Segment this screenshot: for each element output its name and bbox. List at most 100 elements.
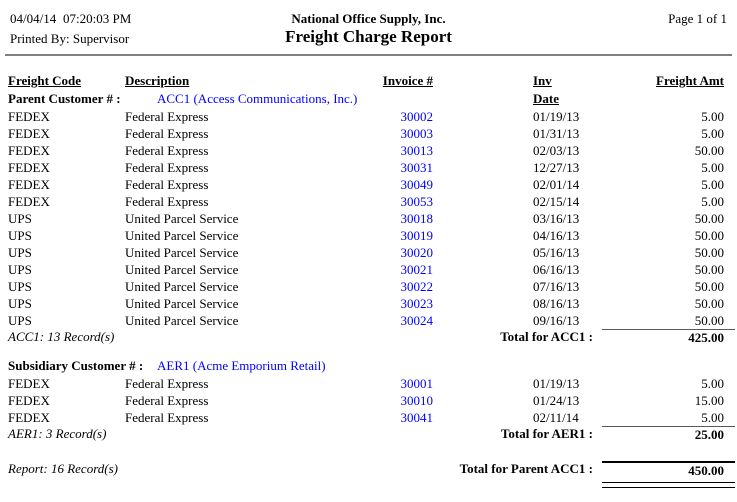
- invoice-link[interactable]: 30031: [400, 160, 434, 175]
- invoice-link[interactable]: 30020: [400, 245, 434, 260]
- invoice-link[interactable]: 30001: [400, 376, 434, 391]
- cell-description: United Parcel Service: [125, 313, 239, 328]
- table-row: FEDEX Federal Express 30013 02/03/13 50.…: [0, 142, 737, 159]
- table-row: FEDEX Federal Express 30010 01/24/13 15.…: [0, 392, 737, 409]
- column-header-description: Description: [125, 73, 190, 88]
- column-header-invoice: Invoice #: [382, 73, 433, 88]
- cell-inv-date: 01/31/13: [533, 126, 580, 141]
- cell-freight-code: FEDEX: [8, 109, 50, 124]
- cell-inv-date: 01/19/13: [533, 376, 580, 391]
- cell-description: United Parcel Service: [125, 211, 239, 226]
- cell-description: Federal Express: [125, 143, 209, 158]
- table-row: UPS United Parcel Service 30020 05/16/13…: [0, 244, 737, 261]
- cell-freight-amt: 5.00: [701, 194, 724, 209]
- cell-freight-code: UPS: [8, 262, 32, 277]
- cell-freight-amt: 50.00: [694, 296, 724, 311]
- group-total-label: Total for ACC1 :: [500, 329, 593, 344]
- customer-group: Subsidiary Customer # : AER1 (Acme Empor…: [0, 357, 737, 443]
- invoice-link[interactable]: 30018: [400, 211, 434, 226]
- cell-freight-code: FEDEX: [8, 376, 50, 391]
- invoice-link[interactable]: 30013: [400, 143, 434, 158]
- invoice-link[interactable]: 30023: [400, 296, 434, 311]
- invoice-link[interactable]: 30002: [400, 109, 434, 124]
- table-row: UPS United Parcel Service 30018 03/16/13…: [0, 210, 737, 227]
- group-rows: FEDEX Federal Express 30001 01/19/13 5.0…: [0, 375, 737, 426]
- cell-description: Federal Express: [125, 160, 209, 175]
- cell-freight-code: FEDEX: [8, 410, 50, 425]
- cell-freight-code: FEDEX: [8, 143, 50, 158]
- cell-description: United Parcel Service: [125, 279, 239, 294]
- header-rule: [5, 54, 732, 56]
- cell-freight-code: UPS: [8, 313, 32, 328]
- report-date: 04/04/14: [10, 11, 57, 26]
- table-row: FEDEX Federal Express 30053 02/15/14 5.0…: [0, 193, 737, 210]
- cell-description: United Parcel Service: [125, 245, 239, 260]
- cell-inv-date: 05/16/13: [533, 245, 580, 260]
- invoice-link[interactable]: 30010: [400, 393, 434, 408]
- table-row: FEDEX Federal Express 30001 01/19/13 5.0…: [0, 375, 737, 392]
- cell-inv-date: 02/03/13: [533, 143, 580, 158]
- cell-freight-code: FEDEX: [8, 393, 50, 408]
- cell-freight-amt: 5.00: [701, 126, 724, 141]
- customer-group: Parent Customer # : ACC1 (Access Communi…: [0, 90, 737, 346]
- cell-inv-date: 04/16/13: [533, 228, 580, 243]
- cell-description: United Parcel Service: [125, 296, 239, 311]
- invoice-link[interactable]: 30003: [400, 126, 434, 141]
- page-number: Page 1 of 1: [668, 11, 727, 26]
- group-total-row: AER1: 3 Record(s) Total for AER1 : 25.00: [0, 426, 737, 443]
- cell-freight-code: UPS: [8, 296, 32, 311]
- invoice-link[interactable]: 30021: [400, 262, 434, 277]
- cell-inv-date: 03/16/13: [533, 211, 580, 226]
- cell-freight-amt: 5.00: [701, 109, 724, 124]
- cell-freight-code: UPS: [8, 211, 32, 226]
- invoice-link[interactable]: 30019: [400, 228, 434, 243]
- report-record-count: Report: 16 Record(s): [8, 461, 118, 476]
- cell-freight-amt: 5.00: [701, 410, 724, 425]
- table-row: UPS United Parcel Service 30023 08/16/13…: [0, 295, 737, 312]
- cell-freight-code: UPS: [8, 279, 32, 294]
- report-footer: Report: 16 Record(s) Total for Parent AC…: [0, 461, 737, 491]
- customer-link[interactable]: ACC1 (Access Communications, Inc.): [157, 91, 358, 106]
- group-total-amount: 425.00: [602, 329, 735, 346]
- cell-freight-code: FEDEX: [8, 160, 50, 175]
- cell-freight-amt: 50.00: [694, 228, 724, 243]
- cell-description: United Parcel Service: [125, 228, 239, 243]
- table-row: FEDEX Federal Express 30031 12/27/13 5.0…: [0, 159, 737, 176]
- table-row: FEDEX Federal Express 30041 02/11/14 5.0…: [0, 409, 737, 426]
- report-body: Parent Customer # : ACC1 (Access Communi…: [0, 90, 737, 443]
- column-header-inv-date: Inv Date: [533, 73, 559, 106]
- cell-inv-date: 08/16/13: [533, 296, 580, 311]
- column-header-row: Freight Code Description Invoice # Inv D…: [0, 72, 737, 106]
- invoice-link[interactable]: 30041: [400, 410, 434, 425]
- cell-freight-code: FEDEX: [8, 194, 50, 209]
- invoice-link[interactable]: 30022: [400, 279, 434, 294]
- cell-freight-amt: 5.00: [701, 376, 724, 391]
- invoice-link[interactable]: 30049: [400, 177, 434, 192]
- customer-group-header: Subsidiary Customer # : AER1 (Acme Empor…: [0, 357, 737, 375]
- cell-description: United Parcel Service: [125, 262, 239, 277]
- cell-inv-date: 01/24/13: [533, 393, 580, 408]
- cell-inv-date: 02/01/14: [533, 177, 580, 192]
- cell-freight-amt: 50.00: [694, 143, 724, 158]
- customer-link[interactable]: AER1 (Acme Emporium Retail): [157, 358, 326, 373]
- report-title: Freight Charge Report: [285, 27, 452, 46]
- invoice-link[interactable]: 30053: [400, 194, 434, 209]
- column-header-freight-amt: Freight Amt: [656, 73, 724, 88]
- invoice-link[interactable]: 30024: [400, 313, 434, 328]
- cell-freight-amt: 5.00: [701, 160, 724, 175]
- cell-freight-code: UPS: [8, 245, 32, 260]
- cell-description: Federal Express: [125, 177, 209, 192]
- cell-freight-code: FEDEX: [8, 126, 50, 141]
- table-row: UPS United Parcel Service 30022 07/16/13…: [0, 278, 737, 295]
- cell-inv-date: 02/15/14: [533, 194, 580, 209]
- cell-inv-date: 01/19/13: [533, 109, 580, 124]
- table-row: UPS United Parcel Service 30024 09/16/13…: [0, 312, 737, 329]
- group-total-row: ACC1: 13 Record(s) Total for ACC1 : 425.…: [0, 329, 737, 346]
- table-row: UPS United Parcel Service 30019 04/16/13…: [0, 227, 737, 244]
- group-record-count: AER1: 3 Record(s): [8, 426, 107, 441]
- report-header: 04/04/14 07:20:03 PM National Office Sup…: [0, 0, 737, 56]
- cell-description: Federal Express: [125, 126, 209, 141]
- cell-freight-amt: 50.00: [694, 211, 724, 226]
- cell-freight-code: UPS: [8, 228, 32, 243]
- cell-inv-date: 12/27/13: [533, 160, 580, 175]
